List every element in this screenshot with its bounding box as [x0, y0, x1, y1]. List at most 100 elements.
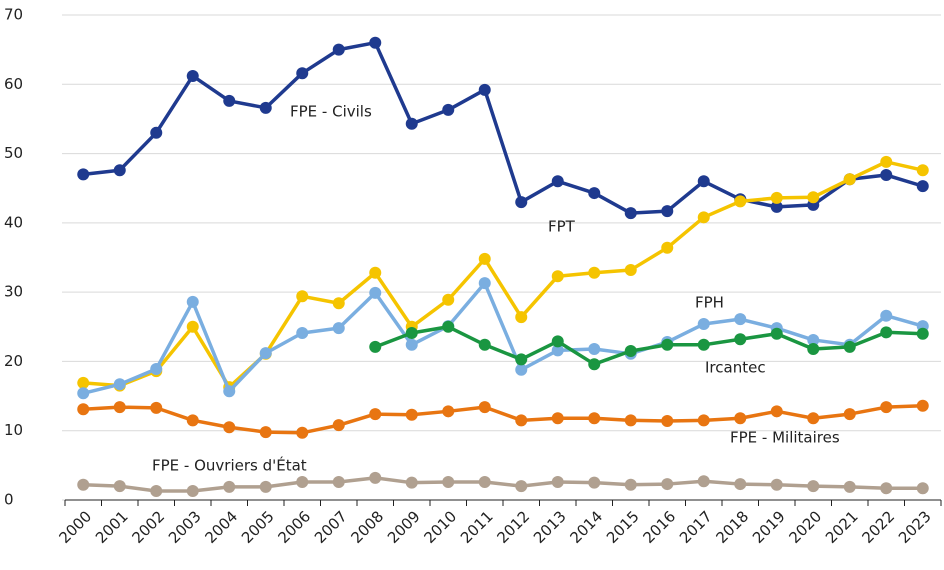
data-point — [186, 295, 199, 308]
x-tick-label: 2016 — [640, 507, 680, 547]
x-tick-label: 2008 — [348, 507, 388, 547]
data-point — [369, 340, 382, 353]
data-point — [661, 478, 674, 491]
data-point — [442, 293, 455, 306]
data-point — [843, 340, 856, 353]
data-point — [770, 327, 783, 340]
data-point — [150, 363, 163, 376]
data-point — [515, 353, 528, 366]
data-point — [405, 327, 418, 340]
x-tick-label: 2022 — [859, 507, 899, 547]
data-point — [515, 363, 528, 376]
x-tick-label: 2023 — [895, 507, 935, 547]
data-point — [734, 313, 747, 326]
data-point — [807, 342, 820, 355]
x-tick-label: 2015 — [603, 507, 643, 547]
data-point — [551, 475, 564, 488]
data-point — [369, 471, 382, 484]
data-point — [551, 175, 564, 188]
y-tick-label: 70 — [4, 6, 23, 24]
series-label: Ircantec — [705, 359, 766, 377]
y-tick-label: 30 — [4, 283, 23, 301]
data-point — [916, 399, 929, 412]
data-point — [369, 36, 382, 49]
data-point — [624, 478, 637, 491]
data-point — [588, 187, 601, 200]
y-tick-label: 60 — [4, 75, 23, 93]
x-tick-label: 2000 — [56, 507, 96, 547]
data-point — [697, 338, 710, 351]
data-point — [369, 286, 382, 299]
data-point — [442, 405, 455, 418]
series-label: FPE - Militaires — [730, 429, 840, 447]
data-point — [770, 200, 783, 213]
data-point — [916, 482, 929, 495]
x-tick-label: 2020 — [786, 507, 826, 547]
data-point — [186, 484, 199, 497]
data-point — [77, 387, 90, 400]
data-point — [588, 266, 601, 279]
data-point — [77, 403, 90, 416]
data-point — [223, 421, 236, 434]
data-point — [916, 327, 929, 340]
data-point — [624, 345, 637, 358]
series-line — [374, 325, 923, 366]
series-label: FPH — [695, 294, 724, 312]
data-point — [661, 338, 674, 351]
data-point — [77, 478, 90, 491]
data-point — [113, 378, 126, 391]
data-point — [113, 164, 126, 177]
x-tick-label: 2003 — [165, 507, 205, 547]
data-point — [880, 169, 893, 182]
data-point — [332, 297, 345, 310]
data-point — [843, 480, 856, 493]
data-point — [588, 412, 601, 425]
data-point — [880, 401, 893, 414]
x-tick-label: 2011 — [457, 507, 497, 547]
data-point — [697, 475, 710, 488]
data-point — [880, 309, 893, 322]
data-point — [150, 126, 163, 139]
data-point — [624, 207, 637, 220]
data-point — [442, 320, 455, 333]
data-point — [478, 252, 491, 265]
data-point — [916, 180, 929, 193]
x-tick-label: 2017 — [676, 507, 716, 547]
data-point — [296, 327, 309, 340]
data-point — [697, 414, 710, 427]
data-point — [259, 480, 272, 493]
data-point — [369, 408, 382, 421]
data-point — [588, 476, 601, 489]
data-point — [807, 412, 820, 425]
data-point — [515, 414, 528, 427]
x-tick-label: 2010 — [421, 507, 461, 547]
data-point — [150, 401, 163, 414]
y-tick-label: 40 — [4, 213, 23, 231]
data-point — [807, 333, 820, 346]
x-tick-label: 2004 — [202, 507, 242, 547]
x-tick-label: 2019 — [749, 507, 789, 547]
data-point — [478, 277, 491, 290]
data-point — [734, 195, 747, 208]
data-point — [332, 475, 345, 488]
data-point — [515, 480, 528, 493]
data-point — [332, 43, 345, 56]
data-point — [369, 266, 382, 279]
data-point — [807, 191, 820, 204]
data-point — [916, 164, 929, 177]
data-point — [223, 94, 236, 107]
data-point — [296, 475, 309, 488]
data-point — [478, 83, 491, 96]
data-point — [186, 69, 199, 82]
data-point — [734, 478, 747, 491]
data-point — [588, 358, 601, 371]
data-point — [332, 322, 345, 335]
data-point — [77, 376, 90, 389]
x-tick-label: 2006 — [275, 507, 315, 547]
data-point — [551, 335, 564, 348]
data-point — [478, 338, 491, 351]
data-point — [624, 414, 637, 427]
data-point — [515, 196, 528, 209]
data-point — [223, 480, 236, 493]
data-point — [588, 342, 601, 355]
